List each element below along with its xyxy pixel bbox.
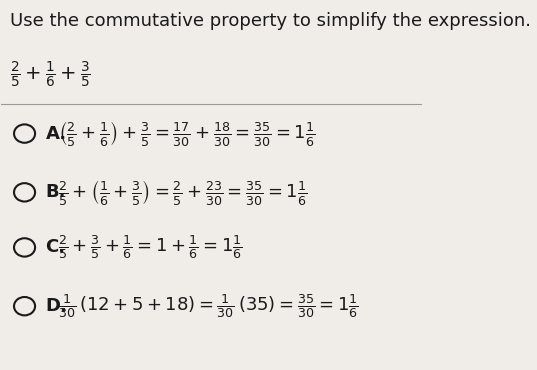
- Text: $\left(\frac{2}{5} + \frac{1}{6}\right) + \frac{3}{5} = \frac{17}{30} + \frac{18: $\left(\frac{2}{5} + \frac{1}{6}\right) …: [58, 119, 316, 148]
- Text: C.: C.: [46, 238, 66, 256]
- Text: B.: B.: [46, 184, 66, 201]
- Text: D.: D.: [46, 297, 68, 315]
- Text: A.: A.: [46, 125, 67, 142]
- Text: $\frac{1}{30}\,(12 + 5 + 18) = \frac{1}{30}\,(35) = \frac{35}{30} = 1\frac{1}{6}: $\frac{1}{30}\,(12 + 5 + 18) = \frac{1}{…: [58, 292, 359, 320]
- Text: $\frac{2}{5} + \frac{1}{6} + \frac{3}{5}$: $\frac{2}{5} + \frac{1}{6} + \frac{3}{5}…: [10, 60, 91, 90]
- Text: Use the commutative property to simplify the expression.: Use the commutative property to simplify…: [10, 13, 531, 30]
- Text: $\frac{2}{5} + \left(\frac{1}{6} + \frac{3}{5}\right) = \frac{2}{5} + \frac{23}{: $\frac{2}{5} + \left(\frac{1}{6} + \frac…: [58, 178, 308, 207]
- Text: $\frac{2}{5} + \frac{3}{5} + \frac{1}{6} = 1 + \frac{1}{6} = 1\frac{1}{6}$: $\frac{2}{5} + \frac{3}{5} + \frac{1}{6}…: [58, 233, 243, 261]
